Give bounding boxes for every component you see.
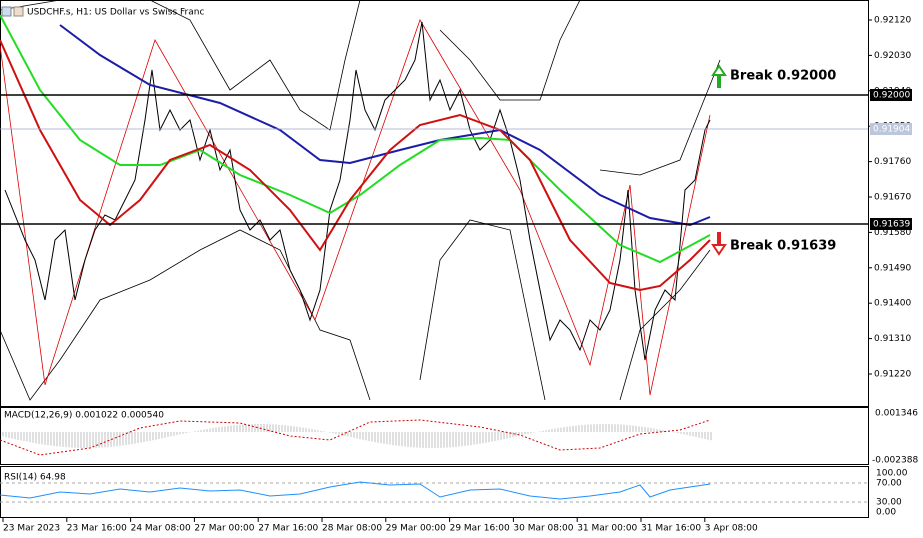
ma-blue (59, 24, 711, 227)
time-tick-label: 31 Mar 16:00 (641, 524, 701, 534)
time-tick-label: 27 Mar 00:00 (194, 524, 254, 534)
rsi-axis-label: 70.00 (876, 479, 902, 489)
panel-frames (0, 0, 869, 518)
time-tick-label: 30 Mar 08:00 (513, 524, 573, 534)
time-tick-label: 24 Mar 08:00 (131, 524, 191, 534)
rsi-line (0, 481, 711, 500)
price-tick-label: 0.92030 (874, 51, 911, 61)
time-tick-label: 28 Mar 08:00 (322, 524, 382, 534)
rsi-label: RSI(14) 64.98 (4, 473, 66, 483)
time-tick-label: 27 Mar 16:00 (258, 524, 318, 534)
macd-axis-top: 0.001346 (875, 409, 918, 419)
bollinger-upper (0, 0, 721, 176)
ma-green (0, 14, 711, 264)
rsi-axis-label: 30.00 (876, 498, 902, 508)
price-tick-label: 0.91580 (874, 228, 911, 238)
time-axis: 23 Mar 2023 23 Mar 16:00 24 Mar 08:00 27 Ma… (2, 518, 758, 534)
current-box (870, 123, 912, 135)
rsi-axis-label: 100.00 (876, 469, 908, 479)
icon (13, 6, 24, 17)
bollinger-lower (0, 219, 711, 401)
time-tick-label: 23 Mar 2023 (3, 524, 60, 534)
price-tick-label: 0.91670 (874, 193, 911, 203)
time-tick-label: 31 Mar 00:00 (577, 524, 637, 534)
price-tick-label: 0.91220 (874, 370, 911, 380)
level-high-label: 0.92000 (873, 91, 910, 101)
level-low-label: 0.91639 (873, 220, 910, 230)
price-tick-label: 0.91490 (874, 263, 911, 273)
break-high-annotation: Break 0.92000 (730, 69, 836, 84)
price-tick-label: 0.92120 (874, 16, 911, 26)
rsi-axis-label: 0.00 (876, 508, 896, 518)
level-high-box (870, 89, 912, 101)
time-tick-label: 29 Mar 16:00 (450, 524, 510, 534)
macd-axis-bottom: -0.002388 (872, 456, 918, 466)
price-line (4, 21, 711, 361)
time-tick-label: 3 Apr 08:00 (705, 524, 758, 534)
price-tick-label: 0.91400 (874, 299, 911, 309)
break-low-annotation: Break 0.91639 (730, 239, 836, 254)
macd-label: MACD(12,26,9) 0.001022 0.000540 (4, 411, 164, 421)
chart-header: USDCHF.s, H1: US Dollar vs Swiss Franc (27, 8, 204, 18)
price-tick-label: 0.91760 (874, 157, 911, 167)
current-price-label: 0.91904 (873, 125, 910, 135)
level-low-box (870, 218, 912, 230)
time-tick-label: 23 Mar 16:00 (67, 524, 127, 534)
macd-signal (0, 419, 711, 456)
ma-red (0, 39, 711, 292)
time-tick-label: 29 Mar 00:00 (386, 524, 446, 534)
icon (1, 6, 12, 17)
macd-histogram (2, 424, 712, 448)
arrow-down (711, 232, 727, 256)
arrow-up (711, 64, 727, 88)
price-tick-label: 0.91310 (874, 334, 911, 344)
